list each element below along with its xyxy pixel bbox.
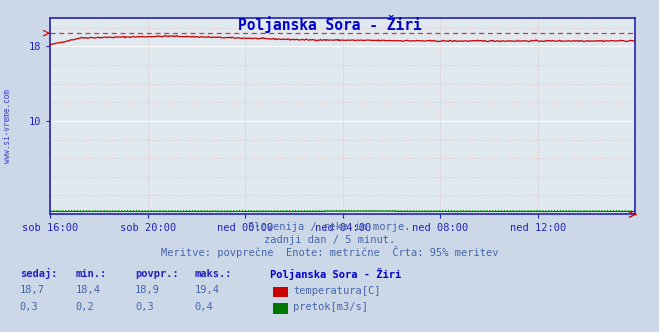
Text: Poljanska Sora - Žiri: Poljanska Sora - Žiri xyxy=(270,268,401,280)
Text: www.si-vreme.com: www.si-vreme.com xyxy=(3,89,13,163)
Text: zadnji dan / 5 minut.: zadnji dan / 5 minut. xyxy=(264,235,395,245)
Text: pretok[m3/s]: pretok[m3/s] xyxy=(293,302,368,312)
Text: 0,3: 0,3 xyxy=(20,302,38,312)
Text: temperatura[C]: temperatura[C] xyxy=(293,286,381,295)
Text: 0,4: 0,4 xyxy=(194,302,213,312)
Text: Slovenija / reke in morje.: Slovenija / reke in morje. xyxy=(248,222,411,232)
Text: min.:: min.: xyxy=(76,269,107,279)
Text: 0,2: 0,2 xyxy=(76,302,94,312)
Text: povpr.:: povpr.: xyxy=(135,269,179,279)
Text: 18,9: 18,9 xyxy=(135,286,160,295)
Text: 19,4: 19,4 xyxy=(194,286,219,295)
Text: sedaj:: sedaj: xyxy=(20,268,57,280)
Text: Meritve: povprečne  Enote: metrične  Črta: 95% meritev: Meritve: povprečne Enote: metrične Črta:… xyxy=(161,246,498,258)
Text: 18,4: 18,4 xyxy=(76,286,101,295)
Text: maks.:: maks.: xyxy=(194,269,232,279)
Text: 0,3: 0,3 xyxy=(135,302,154,312)
Text: 18,7: 18,7 xyxy=(20,286,45,295)
Text: Poljanska Sora - Žiri: Poljanska Sora - Žiri xyxy=(238,15,421,33)
